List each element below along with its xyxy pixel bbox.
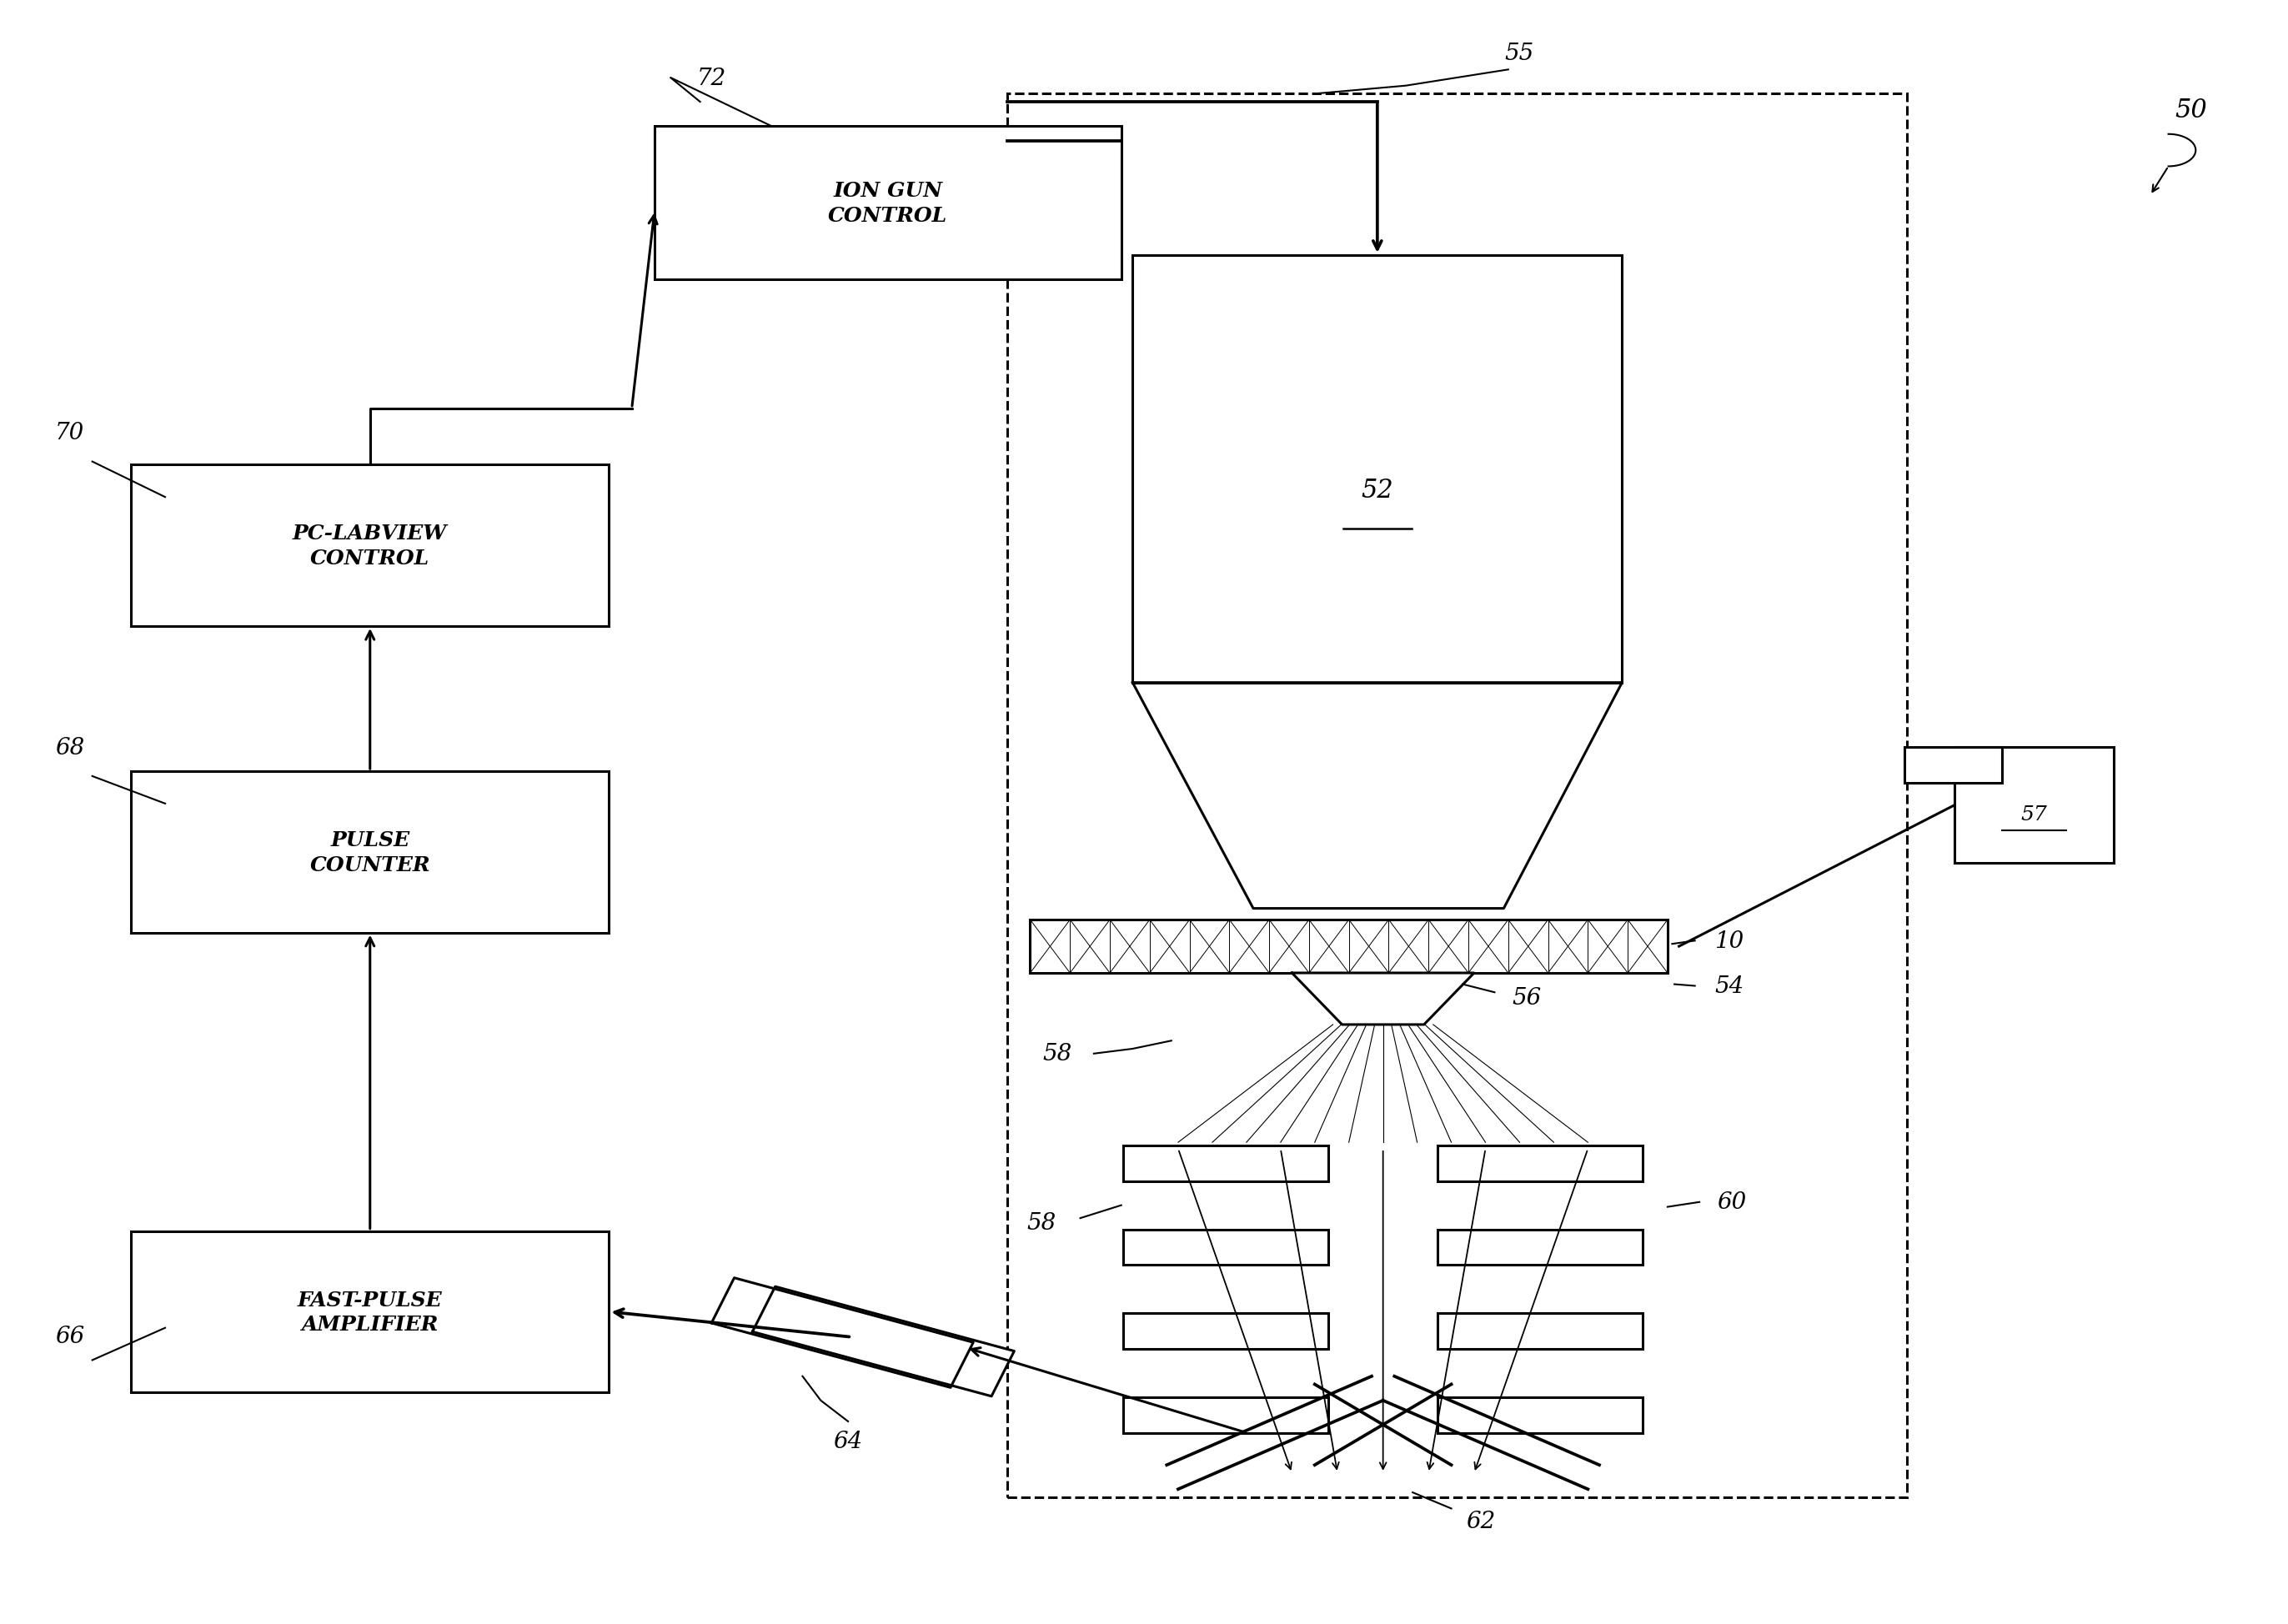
Polygon shape [753,1286,1014,1397]
Text: PC-LABVIEW
CONTROL: PC-LABVIEW CONTROL [293,523,446,568]
Text: PULSE
COUNTER: PULSE COUNTER [309,830,430,875]
Text: 68: 68 [55,736,85,758]
Text: 72: 72 [698,67,725,89]
Text: 56: 56 [1512,986,1542,1009]
Bar [1123,1147,1329,1181]
Bar [1123,1229,1329,1265]
Text: 58: 58 [1043,1043,1073,1065]
Text: 10: 10 [1714,931,1743,952]
Bar [1437,1397,1643,1432]
Text: FAST-PULSE
AMPLIFIER: FAST-PULSE AMPLIFIER [297,1289,442,1335]
Bar [1123,1314,1329,1350]
Text: ION GUN
CONTROL: ION GUN CONTROL [828,180,947,226]
Text: 50: 50 [2176,97,2208,123]
Text: 57: 57 [2020,806,2048,825]
Text: 62: 62 [1467,1510,1496,1533]
Bar [1904,747,2002,783]
Bar [130,1231,609,1392]
Bar [1030,921,1668,973]
Text: 54: 54 [1714,974,1743,997]
Text: 66: 66 [55,1325,85,1348]
Bar [1133,255,1622,684]
Text: 60: 60 [1716,1190,1746,1213]
Text: 58: 58 [1027,1212,1057,1234]
Bar [1437,1229,1643,1265]
Bar [1123,1397,1329,1432]
Bar [130,771,609,932]
Text: 64: 64 [833,1429,863,1452]
Bar [1954,747,2114,864]
Bar [1007,94,1906,1497]
Bar [1437,1147,1643,1181]
Polygon shape [1293,973,1473,1025]
Bar [130,466,609,627]
Bar [1437,1314,1643,1350]
Polygon shape [1133,684,1622,909]
Bar [654,127,1121,279]
Text: 52: 52 [1361,477,1393,503]
Text: 55: 55 [1506,42,1535,65]
Polygon shape [712,1278,972,1387]
Text: 70: 70 [55,422,85,445]
